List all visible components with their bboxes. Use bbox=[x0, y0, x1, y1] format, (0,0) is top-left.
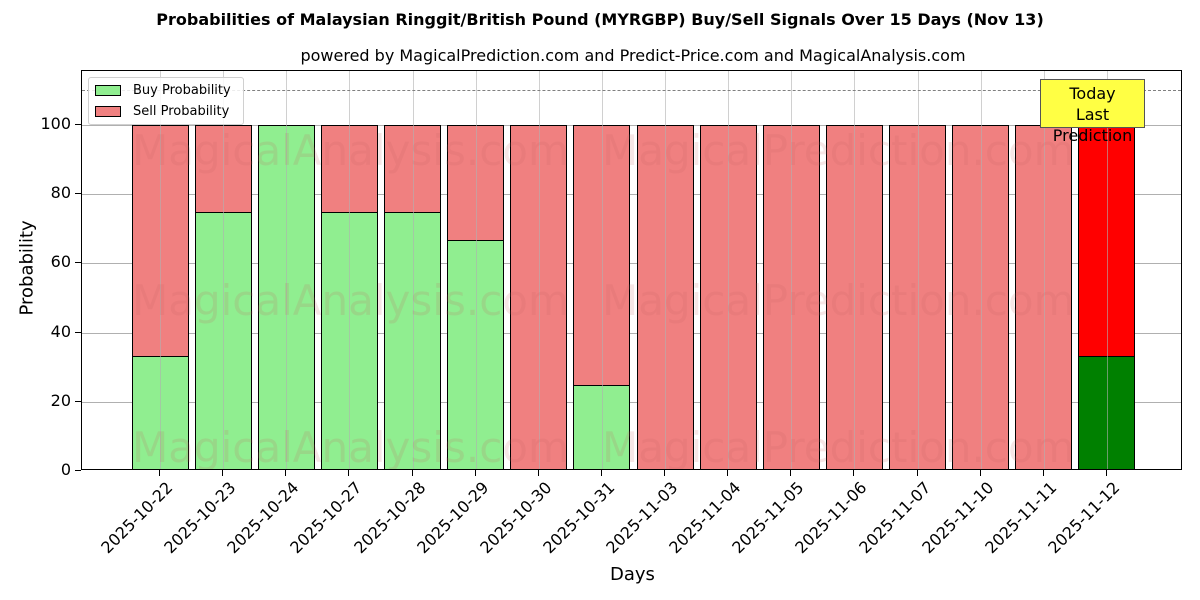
gridline-v bbox=[917, 71, 919, 469]
gridline-v bbox=[728, 71, 730, 469]
y-tick-label: 40 bbox=[50, 321, 71, 341]
chart-title: Probabilities of Malaysian Ringgit/Briti… bbox=[156, 10, 1044, 29]
gridline-v bbox=[349, 71, 351, 469]
annotation-line1: Today bbox=[1069, 84, 1116, 103]
chart-subtitle: powered by MagicalPrediction.com and Pre… bbox=[300, 46, 966, 65]
gridline-v bbox=[412, 71, 414, 469]
y-tick-label: 0 bbox=[60, 460, 71, 479]
x-tick bbox=[411, 470, 413, 476]
gridline-h bbox=[82, 125, 1181, 126]
gridline-v bbox=[980, 71, 982, 469]
gridline-v bbox=[854, 71, 856, 469]
gridline-h bbox=[82, 332, 1181, 334]
reference-line bbox=[82, 90, 1181, 92]
y-tick bbox=[75, 470, 81, 471]
x-tick bbox=[222, 470, 224, 476]
today-annotation: Today Last Prediction bbox=[1040, 79, 1145, 145]
x-axis-title: Days bbox=[610, 564, 655, 585]
y-tick bbox=[75, 193, 81, 195]
x-tick bbox=[790, 470, 792, 476]
gridline-v bbox=[538, 71, 540, 469]
gridline-v bbox=[601, 71, 603, 469]
gridline-v bbox=[1106, 71, 1108, 469]
legend-sell-label: Sell Probability bbox=[133, 103, 230, 119]
y-tick-label: 80 bbox=[50, 183, 71, 203]
x-tick bbox=[537, 470, 539, 476]
gridline-v bbox=[160, 71, 161, 469]
gridline-h bbox=[82, 263, 1181, 265]
gridline-v bbox=[665, 71, 667, 469]
x-tick bbox=[727, 470, 729, 476]
x-tick bbox=[474, 470, 476, 476]
y-axis-title: Probability bbox=[16, 220, 38, 316]
plot-area: MagicalAnalysis.comMagicalPrediction.com… bbox=[81, 70, 1182, 470]
x-tick bbox=[979, 470, 981, 476]
gridline-v bbox=[475, 71, 477, 469]
legend-item-buy: Buy Probability bbox=[95, 82, 231, 98]
x-tick bbox=[1042, 470, 1044, 476]
x-tick bbox=[853, 470, 855, 476]
legend-buy-label: Buy Probability bbox=[133, 82, 231, 98]
gridline-h bbox=[82, 401, 1181, 403]
y-tick bbox=[75, 262, 81, 264]
gridline-v bbox=[223, 71, 225, 469]
gridline-v bbox=[286, 71, 288, 469]
x-tick bbox=[1105, 470, 1107, 476]
y-tick bbox=[75, 331, 81, 333]
x-tick bbox=[285, 470, 287, 476]
x-tick bbox=[348, 470, 350, 476]
legend-item-sell: Sell Probability bbox=[95, 103, 229, 119]
gridline-h bbox=[82, 194, 1181, 196]
y-tick-label: 60 bbox=[50, 252, 71, 272]
x-tick bbox=[159, 470, 160, 476]
x-tick bbox=[664, 470, 666, 476]
sell-swatch bbox=[95, 105, 121, 117]
y-tick-label: 20 bbox=[50, 390, 71, 410]
y-tick bbox=[75, 124, 81, 125]
annotation-line2: Last Prediction bbox=[1052, 105, 1133, 145]
x-tick bbox=[600, 470, 602, 476]
gridline-v bbox=[1043, 71, 1045, 469]
gridline-v bbox=[791, 71, 793, 469]
x-tick bbox=[916, 470, 918, 476]
y-tick-label: 100 bbox=[40, 114, 71, 133]
y-tick bbox=[75, 400, 81, 402]
buy-swatch bbox=[95, 84, 121, 96]
legend: Buy Probability Sell Probability bbox=[88, 77, 244, 125]
